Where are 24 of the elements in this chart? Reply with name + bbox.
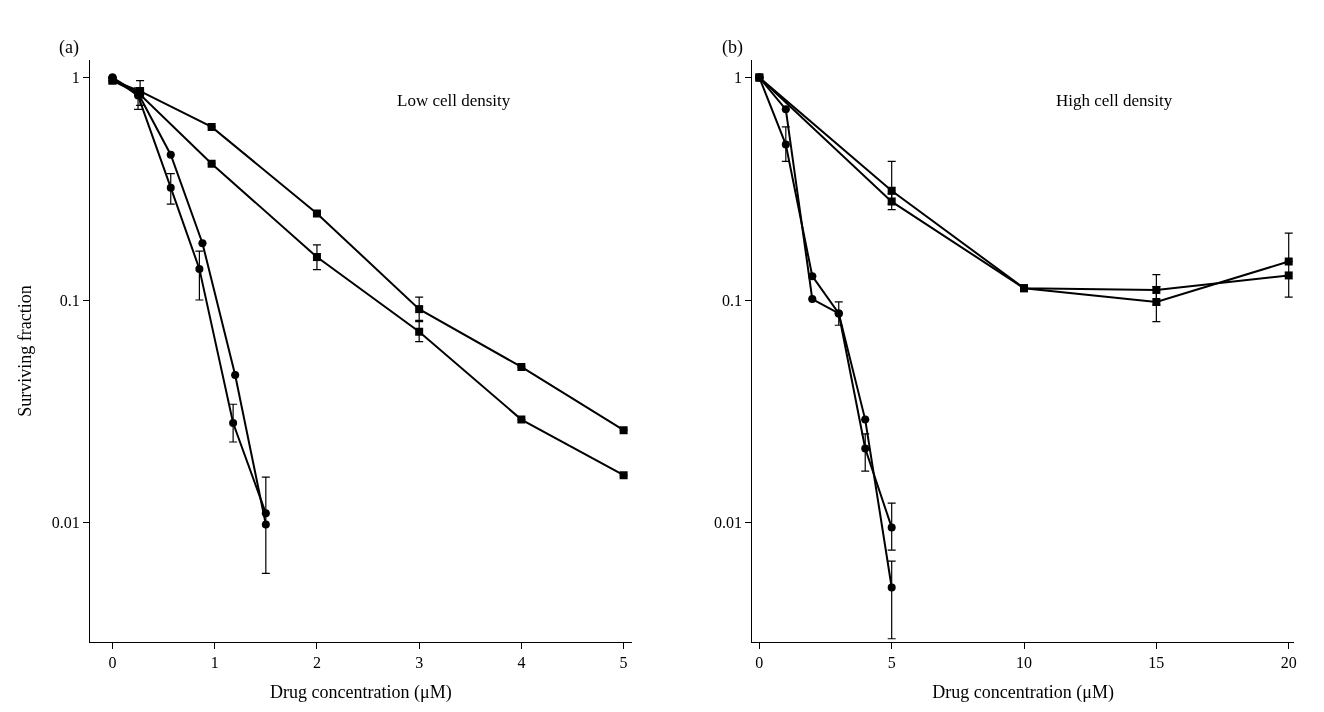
x-tick-label: 5 — [619, 654, 628, 672]
y-tick-label: 1 — [71, 69, 80, 87]
chart-title: (b) — [722, 37, 743, 58]
annotation: Low cell density — [397, 91, 511, 110]
x-tick-label: 15 — [1148, 654, 1165, 672]
x-tick-label: 10 — [1016, 654, 1033, 672]
y-tick-label: 1 — [733, 69, 742, 87]
x-tick-label: 5 — [887, 654, 896, 672]
x-tick-label: 0 — [755, 654, 764, 672]
y-axis-title: Surviving fraction — [14, 285, 35, 417]
x-tick-label: 0 — [108, 654, 117, 672]
x-tick-label: 1 — [210, 654, 219, 672]
y-tick-label: 0.1 — [59, 291, 80, 309]
annotation: High cell density — [1056, 91, 1173, 110]
y-tick-label: 0.01 — [713, 514, 742, 532]
x-tick-label: 4 — [517, 654, 526, 672]
x-axis-title: Drug concentration (μM) — [932, 682, 1114, 704]
x-tick-label: 3 — [415, 654, 424, 672]
y-tick-label: 0.1 — [721, 291, 742, 309]
x-axis-title: Drug concentration (μM) — [270, 682, 452, 704]
x-tick-label: 2 — [312, 654, 321, 672]
chart-title: (a) — [59, 37, 79, 58]
x-tick-label: 20 — [1280, 654, 1297, 672]
y-tick-label: 0.01 — [51, 514, 80, 532]
